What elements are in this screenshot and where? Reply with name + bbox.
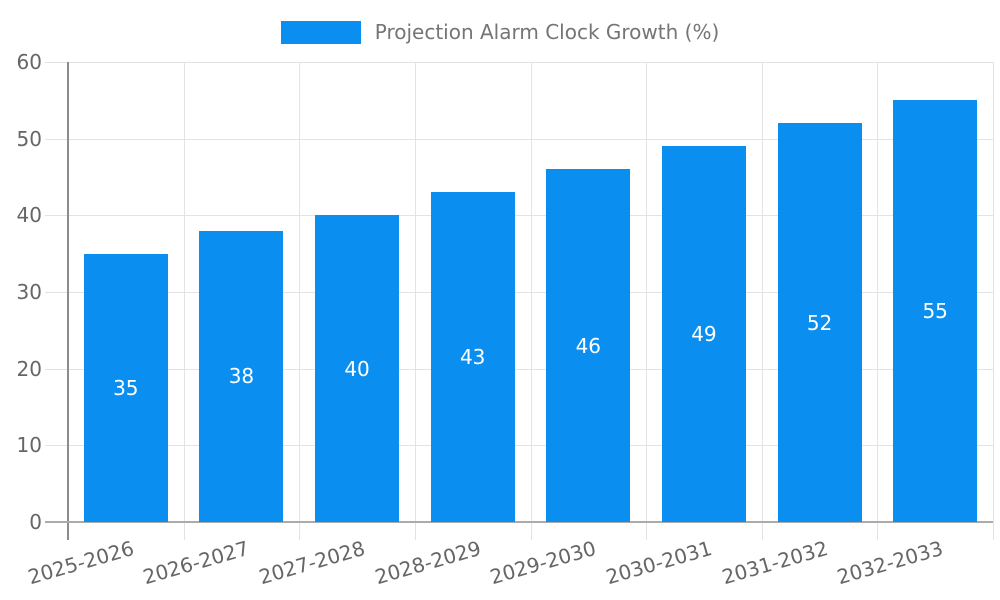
bar[interactable] xyxy=(661,146,746,522)
bar-value-label: 46 xyxy=(575,333,602,358)
bar-value-label: 49 xyxy=(691,322,717,347)
y-axis-tick-label: 30 xyxy=(16,280,42,304)
x-axis-tick-label: 2029-2030 xyxy=(487,536,599,590)
x-gridline xyxy=(993,62,994,540)
x-gridline xyxy=(646,62,648,540)
legend-item[interactable]: Projection Alarm Clock Growth (%) xyxy=(0,21,1000,44)
x-axis-tick-label: 2028-2029 xyxy=(371,536,484,590)
y-axis-tick-label: 50 xyxy=(16,126,42,151)
x-axis-tick-label: 2027-2028 xyxy=(256,536,368,590)
x-axis-tick-label: 2031-2032 xyxy=(718,536,831,590)
bar-value-label: 55 xyxy=(922,299,948,324)
x-axis-line xyxy=(45,521,993,523)
bar-value-label: 40 xyxy=(344,356,370,381)
x-axis-tick-label: 2025-2026 xyxy=(25,536,137,590)
x-gridline xyxy=(877,62,879,540)
bar[interactable] xyxy=(315,215,400,522)
x-gridline xyxy=(414,62,416,540)
x-axis-tick-label: 2026-2027 xyxy=(140,536,253,590)
x-gridline xyxy=(761,62,763,540)
bar[interactable] xyxy=(546,169,631,522)
bar[interactable] xyxy=(777,123,862,522)
legend-label: Projection Alarm Clock Growth (%) xyxy=(374,20,720,44)
x-gridline xyxy=(183,62,185,540)
bar[interactable] xyxy=(893,100,978,522)
y-axis-tick-label: 10 xyxy=(16,433,42,458)
y-gridline xyxy=(45,445,993,447)
x-gridline xyxy=(299,62,301,540)
y-gridline xyxy=(45,368,993,370)
legend-swatch xyxy=(280,21,361,44)
bar[interactable] xyxy=(83,253,168,522)
y-axis-tick-label: 60 xyxy=(16,50,42,74)
y-gridline xyxy=(45,215,993,217)
y-gridline xyxy=(45,292,993,293)
bar-value-label: 52 xyxy=(806,310,833,335)
x-axis-tick-label: 2030-2031 xyxy=(603,536,715,590)
bar[interactable] xyxy=(430,192,515,522)
bar-value-label: 35 xyxy=(113,375,139,400)
bar[interactable] xyxy=(199,230,284,522)
y-gridline xyxy=(45,138,993,140)
y-axis-line xyxy=(67,62,69,540)
x-axis-tick-label: 2032-2033 xyxy=(834,536,946,590)
y-axis-tick-label: 20 xyxy=(16,356,42,381)
bar-value-label: 43 xyxy=(459,345,486,370)
bar-value-label: 38 xyxy=(228,364,255,389)
y-gridline xyxy=(45,62,993,63)
x-gridline xyxy=(530,62,532,540)
y-axis-tick-label: 0 xyxy=(29,510,42,534)
y-axis-tick-label: 40 xyxy=(16,203,42,228)
